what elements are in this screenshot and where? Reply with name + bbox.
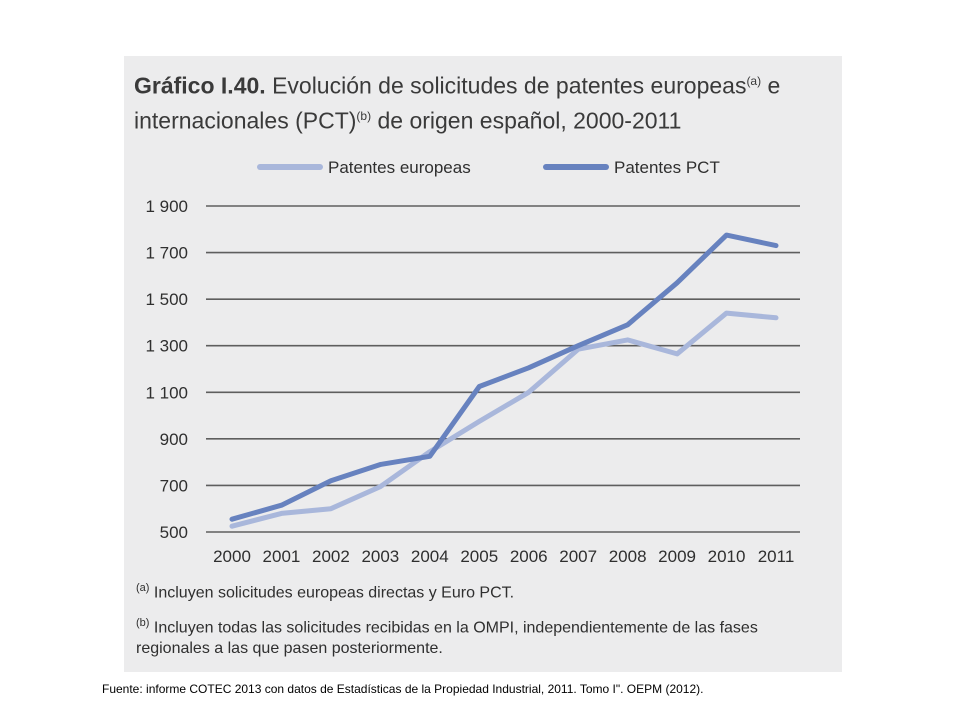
legend-label-2: Patentes PCT — [614, 158, 720, 177]
x-tick-label: 2007 — [559, 547, 597, 566]
y-tick-label: 1 700 — [145, 244, 188, 263]
y-tick-label: 1 300 — [145, 337, 188, 356]
chart-panel: Gráfico I.40. Evolución de solicitudes d… — [124, 56, 842, 672]
note-a-marker: (a) — [136, 582, 150, 594]
title-line1: Evolución de solicitudes de patentes eur… — [272, 72, 747, 99]
source-note: Fuente: informe COTEC 2013 con datos de … — [102, 682, 704, 696]
x-tick-label: 2011 — [758, 547, 795, 566]
chart-title: Gráfico I.40. Evolución de solicitudes d… — [134, 66, 834, 135]
note-a-text: Incluyen solicitudes europeas directas y… — [153, 584, 515, 602]
x-tick-label: 2004 — [411, 547, 449, 566]
note-b-marker: (b) — [136, 617, 150, 630]
chart-notes: (a) Incluyen solicitudes europeas direct… — [136, 578, 836, 669]
legend-label-1: Patentes europeas — [328, 158, 471, 177]
x-tick-label: 2003 — [361, 547, 399, 566]
x-tick-label: 2002 — [312, 547, 350, 566]
x-tick-label: 2010 — [708, 547, 746, 566]
x-tick-label: 2001 — [263, 547, 301, 566]
title-line2a: internacionales (PCT) — [134, 107, 357, 134]
line-chart: 1 900 1 700 1 500 1 300 1 100 900 700 500 2000 20… — [145, 158, 800, 566]
note-b-text: Incluyen todas las solicitudes recibidas… — [136, 619, 758, 657]
y-tick-label: 1 100 — [145, 383, 188, 402]
y-tick-label: 700 — [160, 476, 188, 495]
note-b: (b) Incluyen todas las solicitudes recib… — [136, 613, 836, 658]
y-tick-label: 500 — [160, 523, 188, 542]
title-line2b: de origen español, 2000-2011 — [371, 107, 682, 134]
x-tick-label: 2005 — [460, 547, 498, 566]
series-line-2 — [229, 232, 779, 522]
series-line-1 — [229, 310, 779, 529]
note-a: (a) Incluyen solicitudes europeas direct… — [136, 578, 836, 603]
x-tick-label: 2009 — [658, 547, 696, 566]
y-tick-label: 1 500 — [145, 290, 188, 309]
title-e: e — [761, 72, 781, 99]
y-tick-label: 900 — [160, 430, 188, 449]
x-tick-label: 2008 — [609, 547, 647, 566]
x-tick-label: 2006 — [510, 547, 548, 566]
title-sup-b: (b) — [356, 108, 372, 123]
title-prefix: Gráfico I.40. — [134, 72, 266, 99]
x-tick-label: 2000 — [213, 547, 251, 566]
y-tick-label: 1 900 — [145, 197, 188, 216]
title-sup-a: (a) — [746, 74, 762, 88]
